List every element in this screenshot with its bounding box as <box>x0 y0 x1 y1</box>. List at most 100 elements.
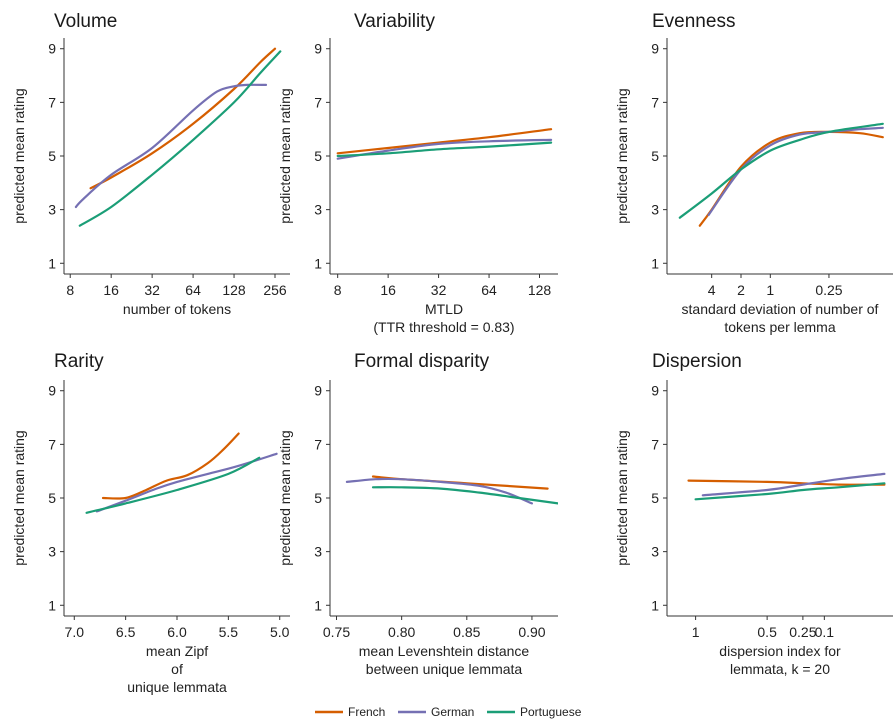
x-tick-label: 8 <box>66 282 74 298</box>
x-tick-label: 0.5 <box>757 624 777 640</box>
y-tick-label: 7 <box>651 94 659 110</box>
y-tick-label: 9 <box>651 383 659 399</box>
series-line-french <box>687 479 886 486</box>
legend: French German Portuguese <box>315 705 582 719</box>
y-tick-label: 3 <box>651 544 659 560</box>
y-tick-label: 5 <box>314 490 322 506</box>
x-tick-label: 7.0 <box>65 624 85 640</box>
y-tick-label: 1 <box>314 597 322 613</box>
y-tick-label: 1 <box>314 255 322 271</box>
series-line-portuguese <box>85 456 261 514</box>
panel-title: Volume <box>54 11 117 32</box>
panel-title: Rarity <box>54 351 104 372</box>
panel-title: Variability <box>354 11 435 32</box>
y-tick-label: 5 <box>314 148 322 164</box>
y-tick-label: 1 <box>48 597 56 613</box>
y-tick-label: 3 <box>651 202 659 218</box>
y-tick-label: 9 <box>48 383 56 399</box>
x-tick-label: 6.0 <box>167 624 187 640</box>
y-tick-label: 9 <box>48 41 56 57</box>
x-axis-label: of <box>171 661 183 677</box>
x-tick-label: 64 <box>185 282 201 298</box>
panel-title: Formal disparity <box>354 351 490 372</box>
x-tick-label: 2 <box>737 282 745 298</box>
panel-variability: Variability 1 3 5 7 9 8 16 32 64 128 predicted mean… <box>277 11 558 335</box>
x-axis-label: standard deviation of number of <box>682 301 879 317</box>
y-tick-label: 1 <box>651 255 659 271</box>
x-axis-label: (TTR threshold = 0.83) <box>373 319 514 335</box>
series-line-portuguese <box>371 486 558 505</box>
x-tick-label: 0.75 <box>323 624 350 640</box>
x-tick-label: 1 <box>766 282 774 298</box>
x-axis-label: MTLD <box>425 301 463 317</box>
series-line-german <box>345 477 533 505</box>
series-line-portuguese <box>78 50 282 227</box>
y-tick-label: 7 <box>314 94 322 110</box>
x-tick-label: 128 <box>222 282 246 298</box>
x-tick-label: 4 <box>708 282 716 298</box>
series-line-portuguese <box>694 482 886 501</box>
series-line-portuguese <box>678 122 884 219</box>
series-line-portuguese <box>336 141 553 158</box>
y-tick-label: 3 <box>314 544 322 560</box>
panel-volume: Volume 1 3 5 7 9 8 16 32 64 128 256 predicted mean r… <box>11 11 290 317</box>
y-tick-label: 3 <box>314 202 322 218</box>
y-tick-label: 1 <box>651 597 659 613</box>
series-line-french <box>101 432 240 500</box>
y-axis-label: predicted mean rating <box>277 430 293 565</box>
y-tick-label: 9 <box>314 41 322 57</box>
x-tick-label: 0.85 <box>453 624 480 640</box>
x-tick-label: 0.90 <box>518 624 545 640</box>
series-line-french <box>698 130 884 227</box>
y-tick-label: 5 <box>651 490 659 506</box>
y-tick-label: 7 <box>48 94 56 110</box>
x-axis-label: lemmata, k = 20 <box>730 661 830 677</box>
y-tick-label: 7 <box>48 436 56 452</box>
x-tick-label: 1 <box>692 624 700 640</box>
legend-label: French <box>348 705 385 719</box>
y-tick-label: 7 <box>651 436 659 452</box>
panel-evenness: Evenness 1 3 5 7 9 4 2 1 0.25 predicted mean ratin… <box>614 11 893 335</box>
panel-dispersion: Dispersion 1 3 5 7 9 1 0.5 0.250.1 predicted mean… <box>614 351 893 677</box>
x-tick-label: 6.5 <box>116 624 136 640</box>
x-tick-label: 8 <box>334 282 342 298</box>
y-tick-label: 5 <box>651 148 659 164</box>
x-tick-label: 0.80 <box>388 624 415 640</box>
x-tick-label: 16 <box>103 282 119 298</box>
x-axis-label: number of tokens <box>123 301 231 317</box>
y-tick-label: 5 <box>48 148 56 164</box>
x-axis-label: between unique lemmata <box>366 661 523 677</box>
x-axis-label: unique lemmata <box>127 679 227 695</box>
x-tick-label: 5.0 <box>270 624 290 640</box>
y-tick-label: 3 <box>48 202 56 218</box>
y-tick-label: 1 <box>48 255 56 271</box>
x-tick-label: 32 <box>144 282 160 298</box>
series-line-german <box>336 138 553 160</box>
panel-rarity: Rarity 1 3 5 7 9 7.0 6.5 6.0 5.5 5.0 predicted mean… <box>11 351 290 695</box>
y-tick-label: 5 <box>48 490 56 506</box>
legend-label: German <box>431 705 474 719</box>
x-tick-label: 256 <box>263 282 287 298</box>
y-axis-label: predicted mean rating <box>11 430 27 565</box>
y-axis-label: predicted mean rating <box>614 88 630 223</box>
y-tick-label: 7 <box>314 436 322 452</box>
x-tick-label: 0.1 <box>815 624 835 640</box>
panel-title: Evenness <box>652 11 735 32</box>
y-tick-label: 9 <box>314 383 322 399</box>
y-tick-label: 9 <box>651 41 659 57</box>
series-line-german <box>74 83 268 209</box>
y-axis-label: predicted mean rating <box>277 88 293 223</box>
x-axis-label: mean Levenshtein distance <box>359 643 530 659</box>
y-tick-label: 3 <box>48 544 56 560</box>
x-tick-label: 128 <box>528 282 552 298</box>
legend-label: Portuguese <box>520 705 582 719</box>
x-tick-label: 32 <box>431 282 447 298</box>
x-tick-label: 0.25 <box>815 282 842 298</box>
x-tick-label: 0.25 <box>789 624 816 640</box>
panel-title: Dispersion <box>652 351 742 372</box>
series-line-german <box>95 452 278 513</box>
series-line-french <box>89 47 277 190</box>
x-axis-label: mean Zipf <box>146 643 208 659</box>
y-axis-label: predicted mean rating <box>11 88 27 223</box>
